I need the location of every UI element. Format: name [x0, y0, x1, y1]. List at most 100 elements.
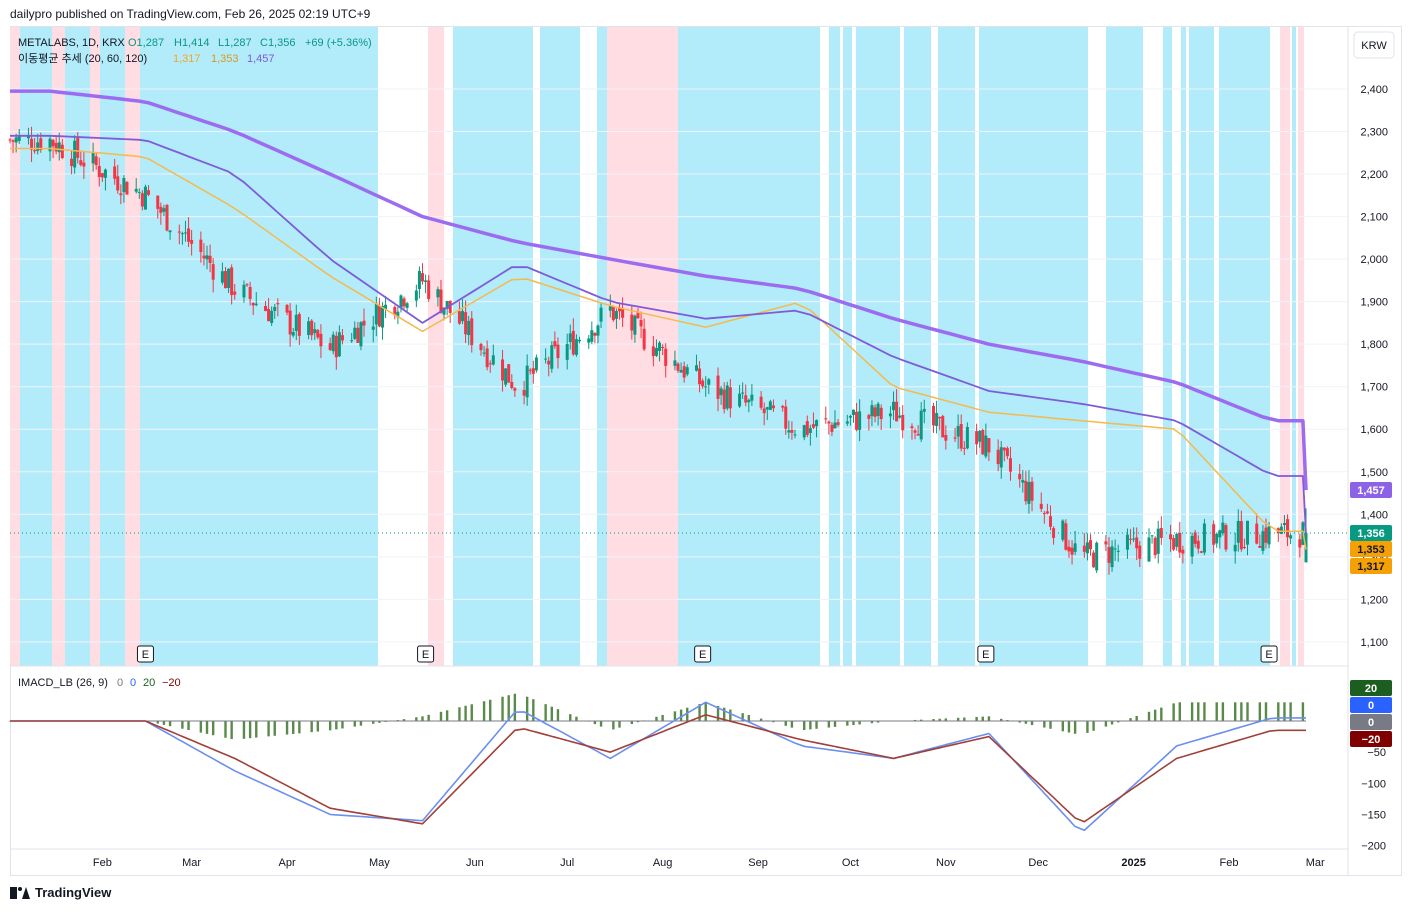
candle [633, 314, 637, 343]
candle-body [70, 158, 74, 166]
earnings-label: E [982, 649, 989, 661]
time-axis-label: May [369, 857, 390, 869]
macd-hist-bar [1160, 707, 1163, 721]
candle [1110, 540, 1114, 572]
macd-hist-bar [981, 716, 984, 721]
candle-body [996, 449, 1000, 465]
macd-hist-bar [1221, 702, 1225, 721]
candle-body [833, 422, 837, 429]
macd-hist-bar [341, 721, 344, 729]
candle [168, 230, 172, 240]
candle-body [618, 307, 622, 312]
candle [922, 399, 926, 424]
symbol-ticker: METALABS, 1D, KRX [18, 37, 125, 49]
earnings-marker[interactable]: E [977, 645, 995, 663]
time-axis[interactable]: Feb Mar Apr May Jun Jul Aug Sep Oct Nov Dec 2025 Feb… [93, 857, 1325, 869]
currency-button[interactable] [1353, 31, 1395, 59]
candle [307, 316, 311, 340]
candle [1150, 534, 1154, 544]
candle-body [571, 330, 575, 355]
candle-body [590, 330, 594, 342]
macd-hist-bar [1233, 702, 1237, 721]
candle [313, 322, 317, 340]
candle [362, 308, 366, 337]
candle-body [119, 193, 123, 196]
candle-body [1113, 548, 1117, 550]
candle-body [76, 137, 80, 158]
macd-hist-bar [544, 704, 547, 721]
candle [140, 190, 144, 211]
candle-body [1193, 532, 1197, 544]
candle-body [975, 431, 979, 445]
candle [510, 374, 514, 390]
candle [1061, 519, 1065, 542]
candle-body [895, 401, 899, 422]
earnings-marker[interactable]: E [136, 645, 154, 663]
candle-body [371, 326, 375, 330]
candle-body [316, 330, 320, 338]
candle [836, 419, 840, 427]
trend-zone [678, 27, 697, 666]
price-scale-label: 1,900 [1360, 297, 1388, 309]
ohlc-close: C1,356 [260, 37, 295, 49]
candle [590, 321, 594, 345]
candle [479, 342, 483, 356]
candle-body [1002, 447, 1006, 451]
candle [805, 415, 809, 438]
ohlc-open: O1,287 [128, 37, 164, 49]
candle-body [414, 290, 418, 301]
time-axis-label: Mar [1306, 857, 1325, 869]
candle-body [307, 321, 311, 335]
macd-hist-bar [1246, 702, 1249, 721]
candle-body [1289, 535, 1293, 539]
macd-scale[interactable]: −50 −100 −150 −200 [1361, 747, 1386, 852]
price-scale[interactable]: 2,400 2,300 2,200 2,100 2,000 1,900 1,800 1,700… [1360, 84, 1388, 649]
candle [956, 414, 960, 449]
candle-body [1064, 523, 1068, 550]
candle-body [855, 411, 859, 430]
earnings-label: E [1265, 649, 1272, 661]
macd-hist-bar [1240, 702, 1243, 721]
tag-last: 1,356 [1350, 525, 1392, 541]
macd-hist-bar [1264, 702, 1268, 721]
candle [1042, 510, 1046, 524]
candle-body [1095, 542, 1099, 571]
earnings-marker[interactable]: E [1260, 645, 1278, 663]
candle [143, 184, 147, 210]
candle-body [396, 311, 400, 318]
candle-body [935, 412, 939, 427]
macd-histogram [8, 693, 1305, 740]
macd-hist-bar [1024, 721, 1028, 724]
candle [205, 245, 209, 270]
earnings-marker[interactable]: E [694, 645, 712, 663]
macd-hist-bar [242, 721, 246, 739]
price-scale-label: 2,400 [1360, 84, 1388, 96]
candle-body [199, 239, 203, 253]
macd-hist-bar [747, 714, 751, 721]
candle-body [288, 310, 292, 335]
candle [642, 318, 646, 352]
candle-body [380, 305, 384, 328]
candle-body [1052, 528, 1056, 538]
candle-body [556, 344, 560, 359]
candle-body [202, 255, 206, 259]
macd-hist-bar [618, 721, 621, 728]
candle [639, 311, 643, 339]
candle-body [457, 311, 461, 324]
candle-body [30, 138, 34, 150]
candle [137, 188, 141, 199]
macd-hist-bar [292, 721, 295, 734]
macd-hist-bar [205, 721, 209, 734]
price-scale-label: 1,600 [1360, 424, 1388, 436]
macd-hist-bar [716, 705, 720, 721]
candle-body [550, 345, 554, 369]
candle-body [353, 327, 357, 339]
tag-ma60-bg [1350, 541, 1392, 557]
earnings-marker[interactable]: E [417, 645, 435, 663]
candle-body [525, 365, 529, 398]
candle-body [1175, 533, 1179, 547]
macd-hist-bar [1172, 703, 1175, 721]
time-axis-label: Mar [182, 857, 201, 869]
candle-body [291, 332, 295, 336]
